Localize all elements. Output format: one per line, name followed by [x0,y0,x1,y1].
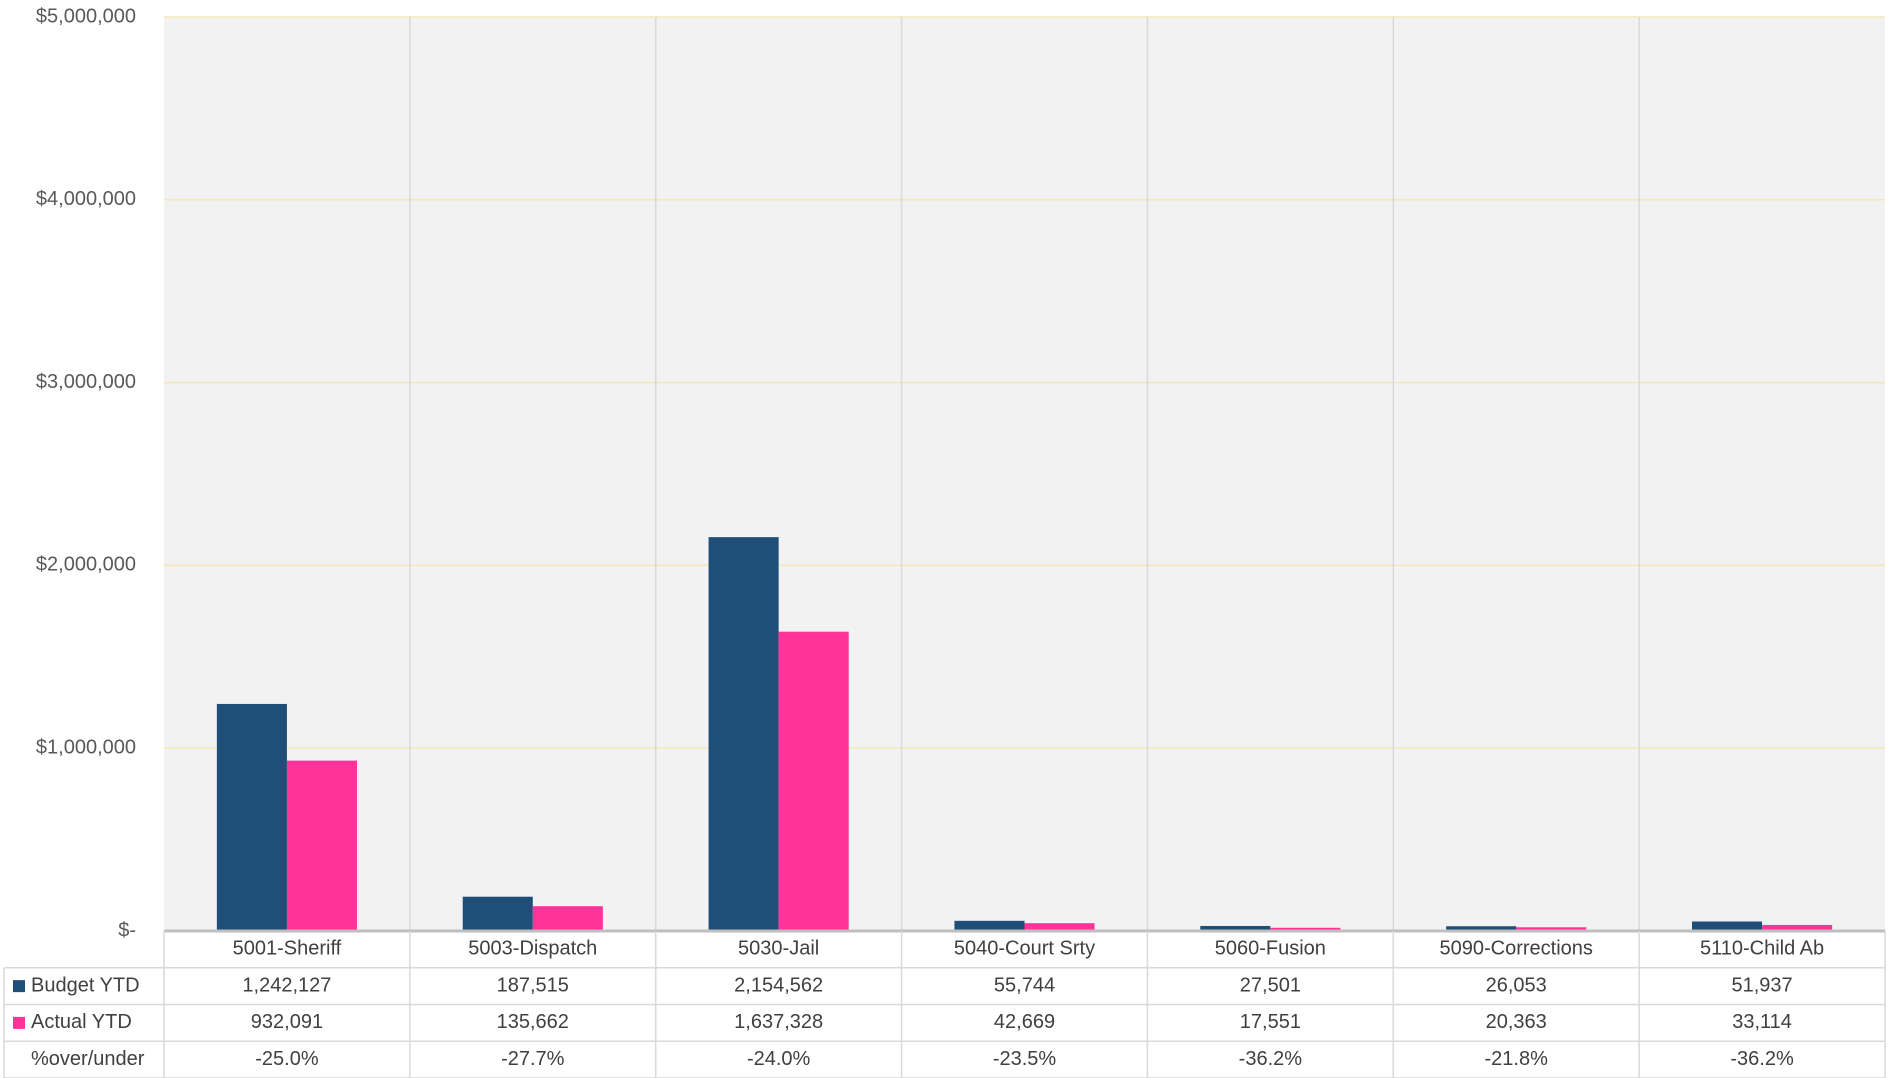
table-value: 17,551 [1240,1011,1301,1033]
table-value: 27,501 [1240,974,1301,996]
y-tick-label: $3,000,000 [36,371,136,393]
y-tick-label: $- [118,919,136,941]
table-value: 26,053 [1486,974,1547,996]
table-value: 932,091 [251,1011,323,1033]
table-value: 187,515 [497,974,569,996]
x-tick-label: 5003-Dispatch [468,938,597,960]
bar [1692,921,1763,931]
table-value: 135,662 [497,1011,569,1033]
table-value: 2,154,562 [734,974,823,996]
table-value: -24.0% [747,1048,811,1070]
table-value: 1,242,127 [242,974,331,996]
table-value: -21.8% [1485,1048,1549,1070]
table-value: 33,114 [1732,1011,1792,1033]
legend-key [13,980,25,993]
legend-label: Actual YTD [31,1011,132,1033]
table-value: 1,637,328 [734,1011,823,1033]
bar [286,760,357,931]
table-row-label: %over/under [31,1048,145,1070]
bar [532,906,603,931]
table-value: -25.0% [255,1048,319,1070]
bar [954,920,1025,931]
x-tick-label: 5110-Child Ab [1700,938,1824,960]
bar [216,703,287,931]
bar [778,631,849,931]
table-value: -36.2% [1730,1048,1794,1070]
y-tick-label: $2,000,000 [36,554,136,576]
y-tick-label: $5,000,000 [36,5,136,27]
x-tick-label: 5060-Fusion [1215,938,1326,960]
table-value: 20,363 [1486,1011,1547,1033]
bar [1516,927,1587,931]
y-tick-label: $1,000,000 [36,736,136,758]
x-tick-label: 5040-Court Srty [954,938,1095,960]
legend-label: Budget YTD [31,974,140,996]
plot-area [164,17,1885,931]
bar [1446,926,1517,931]
legend-key [13,1016,25,1029]
table-value: 42,669 [994,1011,1055,1033]
bar [1024,923,1095,931]
table-value: 55,744 [994,974,1055,996]
table-value: -23.5% [993,1048,1057,1070]
x-tick-label: 5090-Corrections [1440,938,1593,960]
bar [708,537,779,931]
bar [1270,927,1341,931]
table-value: 51,937 [1731,974,1792,996]
x-tick-label: 5030-Jail [738,938,819,960]
table-value: -27.7% [501,1048,565,1070]
bar [1200,925,1271,931]
table-value: -36.2% [1239,1048,1303,1070]
bar [462,896,533,931]
x-tick-label: 5001-Sheriff [233,938,342,960]
bar [1762,924,1833,931]
y-tick-label: $4,000,000 [36,188,136,210]
